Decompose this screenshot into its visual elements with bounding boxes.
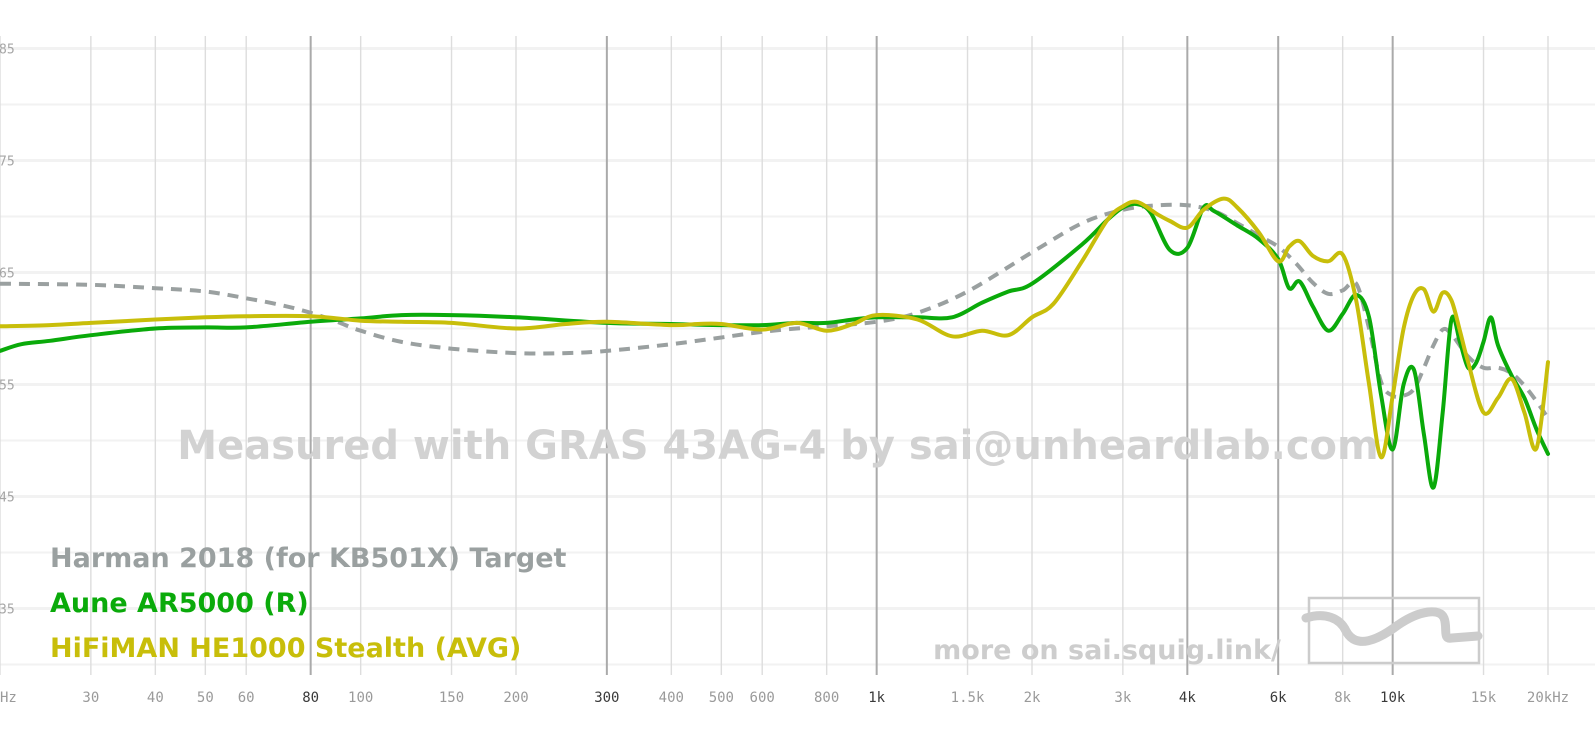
x-tick-label: 30: [82, 690, 99, 706]
x-gridlines: [0, 36, 1549, 675]
x-tick-label: 50: [197, 690, 214, 706]
legend-item-1: Aune AR5000 (R): [50, 588, 309, 619]
legend-item-2: HiFiMAN HE1000 Stealth (AVG): [50, 633, 521, 664]
x-axis-ticks: 20Hz 30 40 50 60 80 100 150 200 300 400 500 600 800 1k…: [0, 690, 1569, 706]
x-tick-label: 6k: [1270, 690, 1287, 706]
x-tick-label: 8k: [1334, 690, 1351, 706]
x-tick-label: 100: [348, 690, 373, 706]
series-line-1: [0, 201, 1550, 490]
x-tick-label: 40: [147, 690, 164, 706]
logo-frame: [1307, 596, 1481, 665]
x-tick-label: 3k: [1114, 690, 1131, 706]
x-tick-label: 2k: [1024, 690, 1041, 706]
y-tick-label: 55: [0, 379, 15, 394]
x-tick-label: 800: [814, 690, 839, 706]
x-tick-label: 1.5k: [951, 690, 985, 706]
series-line-2: [0, 196, 1550, 460]
x-tick-label: 1k: [868, 690, 885, 706]
series-line-0: [0, 202, 1550, 420]
y-tick-label: 85: [0, 43, 15, 58]
x-tick-label: 400: [659, 690, 684, 706]
x-tick-label: 20kHz: [1527, 690, 1569, 706]
y-tick-label: 45: [0, 491, 15, 506]
y-axis-ticks: 85 75 65 55 45 35: [0, 43, 15, 618]
credit-text: more on sai.squig.link/: [933, 635, 1281, 666]
x-tick-label: 600: [750, 690, 775, 706]
x-tick-label: 60: [238, 690, 255, 706]
y-tick-label: 35: [0, 603, 15, 618]
x-tick-label: 80: [302, 690, 319, 706]
watermark-text: Measured with GRAS 43AG-4 by sai@unheard…: [177, 423, 1378, 469]
legend: Harman 2018 (for KB501X) Target Aune AR50…: [50, 543, 567, 664]
x-tick-label: 200: [503, 690, 528, 706]
squig-logo-icon: [1301, 596, 1483, 665]
x-tick-label: 500: [709, 690, 734, 706]
x-tick-label: 15k: [1471, 690, 1497, 706]
x-tick-label: 150: [439, 690, 464, 706]
legend-item-0: Harman 2018 (for KB501X) Target: [50, 543, 567, 574]
y-tick-label: 65: [0, 267, 15, 282]
x-tick-label: 20Hz: [0, 690, 17, 706]
y-tick-label: 75: [0, 155, 15, 170]
x-tick-label: 300: [594, 690, 619, 706]
logo-squiggle: [1301, 607, 1483, 646]
x-tick-label: 10k: [1380, 690, 1406, 706]
series-lines: [0, 196, 1550, 490]
x-tick-label: 4k: [1179, 690, 1196, 706]
y-gridlines: [0, 47, 1595, 666]
